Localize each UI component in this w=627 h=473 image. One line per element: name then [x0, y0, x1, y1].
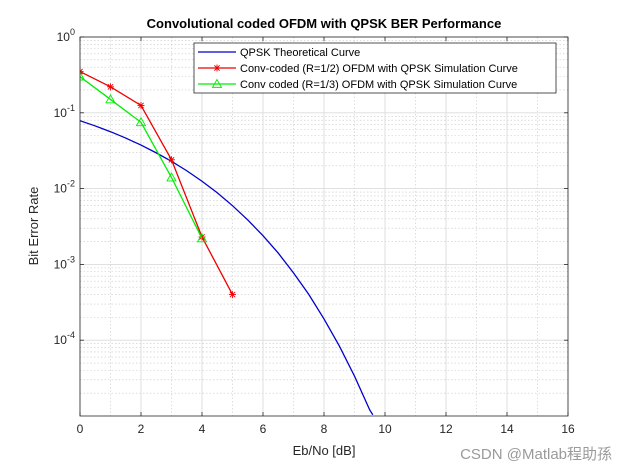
y-tick-label: 100 — [57, 27, 75, 44]
x-axis-label: Eb/No [dB] — [293, 443, 356, 458]
data-point-triangle-2 — [135, 116, 147, 127]
data-point-triangle-2 — [196, 233, 208, 243]
data-point-triangle-2 — [166, 172, 177, 182]
x-tick-label: 10 — [378, 422, 392, 436]
data-point-star-1 — [80, 68, 83, 73]
legend-marker-star-icon — [213, 64, 221, 72]
legend-star-mark — [214, 65, 220, 71]
data-point-star-1 — [168, 156, 175, 163]
y-axis-label: Bit Error Rate — [26, 187, 41, 266]
y-tick-label: 10-4 — [54, 330, 75, 347]
legend-label-qpsk-theoretical: QPSK Theoretical Curve — [240, 47, 360, 59]
series-line-2 — [80, 76, 203, 239]
y-axis-ticks: 100 10-1 10-2 10-3 10-4 — [54, 27, 568, 347]
data-point-star-1 — [80, 70, 83, 75]
y-tick-label: 10-1 — [54, 103, 75, 120]
data-point-star-1 — [229, 291, 236, 298]
x-tick-label: 2 — [138, 422, 145, 436]
data-point-star-1 — [107, 83, 114, 90]
x-tick-label: 0 — [77, 422, 84, 436]
plot-area: 0 2 4 6 8 10 12 14 16 100 10-1 10-2 10-3 10-4 — [54, 27, 575, 436]
x-tick-label: 4 — [199, 422, 206, 436]
x-axis-ticks: 0 2 4 6 8 10 12 14 16 — [77, 37, 575, 436]
legend-box — [193, 42, 557, 94]
x-tick-label: 6 — [260, 422, 267, 436]
watermark-text: CSDN @Matlab程助孫 — [460, 446, 612, 463]
legend-triangle-mark — [211, 78, 223, 88]
x-tick-label: 16 — [561, 422, 575, 436]
data-point-triangle-2 — [105, 94, 116, 104]
data-point-star-1 — [138, 102, 144, 109]
x-tick-label: 14 — [500, 422, 514, 436]
series-line-1 — [80, 70, 234, 295]
x-tick-label: 8 — [321, 422, 328, 436]
legend: QPSK Theoretical Curve Conv-coded (R=1/2… — [193, 42, 557, 94]
legend-marker-triangle-icon — [211, 78, 223, 88]
data-point-star-1 — [199, 234, 205, 240]
y-tick-label: 10-2 — [54, 179, 75, 196]
series-group — [80, 68, 374, 416]
chart-title: Convolutional coded OFDM with QPSK BER P… — [147, 16, 502, 31]
data-point-triangle-2 — [80, 71, 86, 81]
y-tick-label: 10-3 — [54, 254, 75, 271]
legend-label-conv-r12: Conv-coded (R=1/2) OFDM with QPSK Simula… — [240, 63, 518, 75]
series-line-0 — [80, 120, 374, 416]
legend-label-conv-r13: Conv coded (R=1/3) OFDM with QPSK Simula… — [240, 79, 517, 91]
x-tick-label: 12 — [439, 422, 453, 436]
